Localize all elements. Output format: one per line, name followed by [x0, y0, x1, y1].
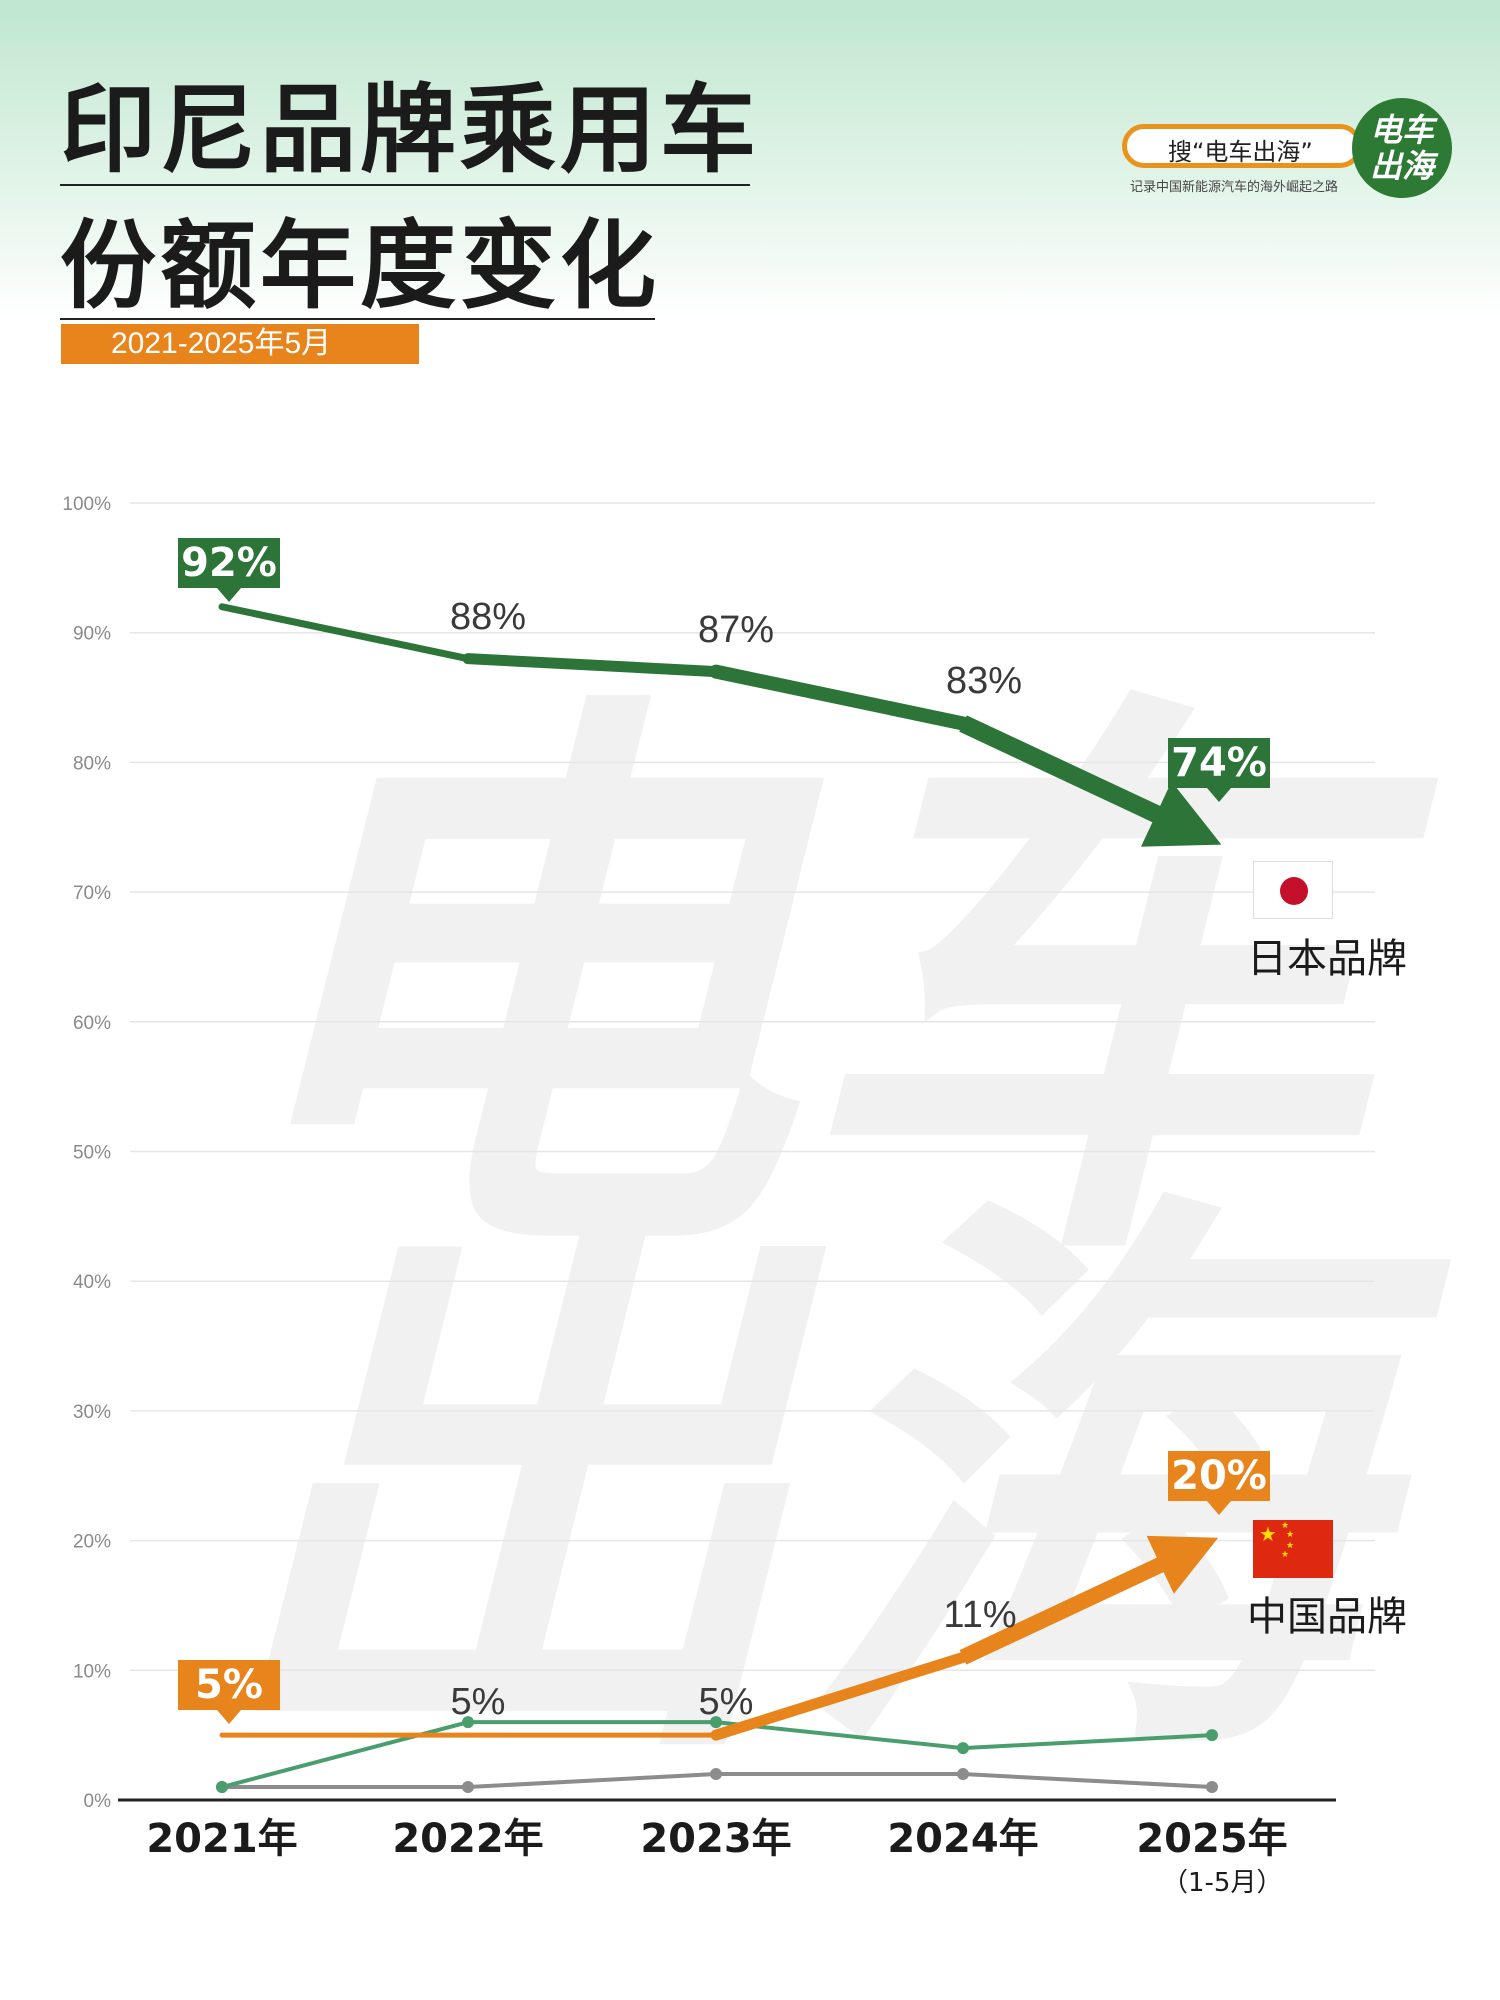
- legend-china-brand: 中国品牌: [1247, 1594, 1407, 1640]
- title-underline-2: [60, 318, 655, 320]
- data-point-gray: [710, 1768, 722, 1781]
- callout-japan-2021: 92%: [178, 538, 280, 602]
- series-line-japan: [709, 664, 970, 731]
- title-underline-1: [60, 184, 750, 186]
- x-tick-label: 2023年: [640, 1816, 791, 1862]
- data-point-gray: [1206, 1781, 1218, 1794]
- y-tick-label: 100%: [62, 494, 111, 515]
- data-label-china-2022: 5%: [451, 1681, 506, 1723]
- brand-tagline: 记录中国新能源汽车的海外崛起之路: [1130, 180, 1339, 195]
- brand-logo-line2: 出海: [1369, 147, 1434, 185]
- y-tick-label: 10%: [73, 1661, 111, 1682]
- data-point-green-thin: [462, 1716, 474, 1729]
- y-tick-label: 60%: [73, 1013, 111, 1034]
- series-line-japan: [959, 715, 1222, 847]
- brand-logo-line1: 电车: [1369, 111, 1434, 149]
- callout-japan-2025: 74%: [1168, 738, 1270, 802]
- series-line-china: [959, 1535, 1219, 1665]
- x-tick-label: 2025年: [1136, 1816, 1287, 1862]
- brand-search-pill: [1122, 124, 1362, 168]
- data-label-china-2024: 11%: [943, 1594, 1016, 1636]
- data-label-japan-2024: 83%: [946, 660, 1022, 702]
- y-tick-label: 50%: [73, 1143, 111, 1164]
- page-title-line1: 印尼品牌乘用车: [60, 74, 760, 186]
- legend-japan-brand: 日本品牌: [1247, 936, 1407, 982]
- series-line-japan: [218, 603, 472, 663]
- series-line-china: [710, 1651, 969, 1741]
- x-tick-label: 2021年: [146, 1816, 297, 1862]
- data-label-japan-2022: 88%: [450, 596, 526, 638]
- data-point-green-thin: [957, 1742, 969, 1755]
- y-tick-label: 0%: [84, 1791, 112, 1812]
- japan-flag-icon: [1253, 861, 1333, 919]
- brand-search-text: 搜“电车出海”: [1168, 138, 1313, 166]
- data-label-china-2023: 5%: [699, 1681, 754, 1723]
- callout-china-2025: 20%: [1168, 1451, 1270, 1515]
- y-tick-label: 80%: [73, 753, 111, 774]
- data-point-green-thin: [1206, 1729, 1218, 1742]
- china-flag-icon: ★ ★ ★ ★ ★: [1253, 1520, 1333, 1578]
- data-point-gray: [462, 1781, 474, 1794]
- y-tick-label: 40%: [73, 1272, 111, 1293]
- brand-logo-icon: 电车 出海: [1352, 98, 1452, 198]
- data-point-green-thin: [216, 1781, 228, 1794]
- data-point-green-thin: [710, 1716, 722, 1729]
- y-tick-label: 30%: [73, 1402, 111, 1423]
- series-line-japan: [462, 653, 722, 678]
- x-tick-label: 2022年: [392, 1816, 543, 1862]
- callout-china-2021: 5%: [178, 1660, 280, 1724]
- data-label-japan-2023: 87%: [698, 609, 774, 651]
- y-tick-label: 70%: [73, 883, 111, 904]
- y-tick-label: 90%: [73, 624, 111, 645]
- page-title-line2: 份额年度变化: [60, 210, 660, 322]
- data-point-gray: [957, 1768, 969, 1781]
- x-tick-label: 2024年: [887, 1816, 1038, 1862]
- y-tick-label: 20%: [73, 1532, 111, 1553]
- date-range-badge: 2021-2025年5月: [61, 324, 419, 364]
- x-tick-sublabel-2025: （1-5月）: [1162, 1868, 1283, 1898]
